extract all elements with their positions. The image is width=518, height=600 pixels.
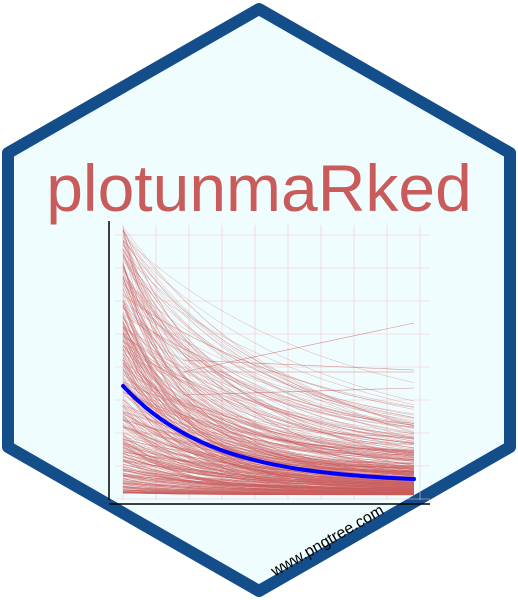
sample-curve	[122, 327, 415, 453]
plot-area	[108, 221, 430, 505]
sample-curve	[122, 257, 415, 466]
sample-curve	[122, 489, 415, 494]
sample-curve	[122, 260, 415, 415]
sample-curve	[122, 408, 415, 483]
sample-curve	[122, 269, 415, 406]
sample-curve	[122, 444, 415, 484]
sample-curve	[122, 443, 415, 482]
sample-curve	[122, 411, 415, 474]
sample-curve	[122, 407, 415, 490]
sample-curve	[122, 486, 415, 495]
sample-curve	[122, 463, 415, 491]
sample-curve	[122, 345, 415, 453]
sample-curve	[122, 335, 415, 438]
sample-curve	[122, 304, 415, 449]
sample-curve	[122, 425, 415, 487]
sample-curve	[122, 475, 415, 489]
sample-curve	[122, 316, 415, 455]
sample-curve	[122, 313, 415, 429]
sample-curve	[122, 294, 415, 410]
sample-curve	[122, 235, 415, 424]
sample-curve	[122, 392, 415, 458]
sample-curve	[122, 444, 415, 487]
sample-curve	[122, 254, 415, 452]
sample-curve	[122, 256, 415, 436]
sample-curve	[122, 324, 415, 454]
sample-curve	[122, 447, 415, 488]
sample-curve	[122, 467, 415, 490]
sample-curve	[122, 489, 415, 494]
sample-curve	[122, 304, 415, 453]
sample-curve	[122, 304, 415, 490]
sample-curve	[122, 249, 415, 424]
sample-curve	[122, 318, 415, 473]
sample-curve	[122, 236, 415, 383]
sample-curve	[122, 249, 415, 465]
sample-curve	[122, 307, 415, 442]
sample-curve	[122, 230, 415, 426]
sample-curve	[122, 480, 415, 493]
sample-curve	[122, 340, 415, 482]
sample-curve	[122, 299, 415, 490]
sample-curve	[122, 344, 415, 457]
sample-curve	[122, 244, 415, 416]
sample-curve	[122, 371, 415, 472]
sample-curve	[122, 373, 415, 469]
sample-curve	[122, 226, 415, 433]
sample-curve	[122, 239, 415, 423]
logo-title: plotunmaRked	[46, 151, 472, 225]
sample-curve	[122, 256, 415, 439]
sample-curve	[122, 315, 415, 418]
sample-curve	[122, 399, 415, 484]
sample-curve	[122, 315, 415, 472]
sample-curve	[122, 419, 415, 488]
sample-curve	[122, 395, 415, 460]
sample-curve	[122, 482, 415, 492]
sample-curve	[122, 345, 415, 455]
sample-curve	[122, 301, 415, 443]
sample-curve	[182, 359, 415, 371]
sample-curve	[122, 333, 415, 471]
sample-curve	[182, 387, 415, 396]
sample-curve	[122, 233, 415, 451]
sample-curve	[122, 374, 415, 473]
sample-curve	[122, 341, 415, 453]
sample-curve	[122, 229, 415, 461]
sample-curve	[122, 480, 414, 492]
sample-curve	[122, 459, 415, 486]
sample-curve	[122, 240, 415, 432]
sample-curve	[122, 229, 415, 438]
mean-curve	[121, 384, 416, 481]
sample-curve	[122, 269, 415, 451]
sample-curve	[182, 322, 415, 373]
sample-curve	[122, 369, 415, 467]
sample-curve	[122, 279, 415, 424]
sample-curve	[122, 289, 415, 445]
sample-curve	[122, 239, 415, 448]
